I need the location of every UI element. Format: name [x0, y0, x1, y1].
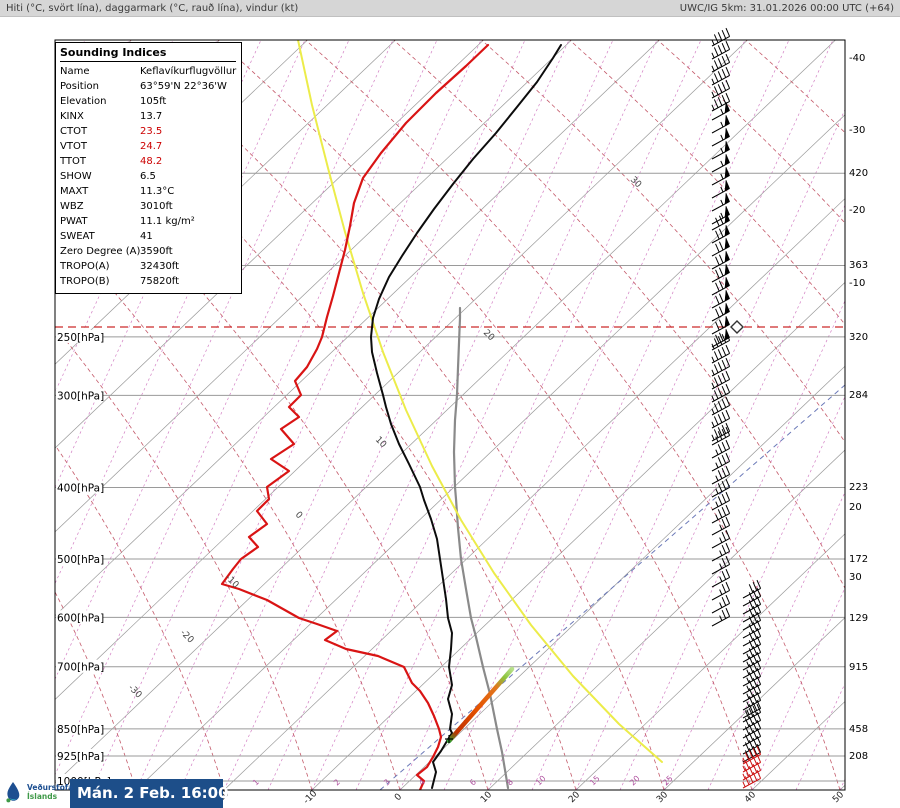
right-axis-label: 172 [849, 554, 868, 565]
right-axis-label: 363 [849, 260, 868, 271]
right-axis-label: 20 [849, 502, 862, 513]
indices-row: TROPO(A) 32430ft [60, 261, 180, 272]
indices-row: SHOW 6.5 [60, 171, 156, 182]
right-axis-label: 458 [849, 724, 868, 735]
right-axis-label: 208 [849, 751, 868, 762]
model-run-text: UWC/IG 5km: 31.01.2026 00:00 UTC (+64) [679, 2, 894, 14]
indices-row: TROPO(B) 75820ft [60, 276, 180, 287]
dry-adiabat-label: 20 [481, 328, 496, 343]
mixing-ratio-label: 20 [628, 774, 642, 788]
pressure-axis-label: 700[hPa] [57, 662, 104, 674]
indices-row: PWAT 11.1 kg/m² [60, 216, 195, 227]
right-axis-label: 420 [849, 168, 868, 179]
logo-text-1: Veðurstofa [27, 783, 74, 793]
indices-row: Name Keflavíkurflugvöllur [60, 66, 237, 77]
pressure-axis-label: 300[hPa] [57, 390, 104, 402]
dry-adiabat-label: -20 [178, 628, 196, 646]
top-bar: Hiti (°C, svört lína), daggarmark (°C, r… [0, 0, 900, 17]
right-axis-label: 915 [849, 662, 868, 673]
pressure-axis-label: 250[hPa] [57, 332, 104, 344]
indices-row: TTOT 48.2 [60, 156, 163, 167]
dewpoint-curve [220, 43, 490, 790]
mixing-ratio-label: 4 [417, 777, 427, 787]
right-axis-label: -10 [849, 278, 865, 289]
indices-row: VTOT 24.7 [60, 141, 163, 152]
indices-row: Position 63°59'N 22°36'W [60, 81, 227, 92]
mixing-ratio-label: 15 [588, 774, 602, 788]
dry-adiabat-label: -30 [126, 683, 144, 701]
indices-rows: Name Keflavíkurflugvöllur Position 63°59'N … [60, 64, 236, 289]
vedurstofa-logo-text: Veðurstofa Íslands [27, 784, 73, 801]
temperature-curve [370, 44, 562, 789]
dry-adiabat-label: 30 [628, 175, 643, 190]
right-axis-label: -30 [849, 125, 865, 136]
dry-adiabat-label: 0 [293, 510, 304, 521]
mixing-ratio-label: 25 [661, 774, 675, 788]
temperature-axis-label: 20 [567, 790, 582, 805]
timestamp-badge: Mán. 2 Feb. 16:00 [70, 779, 229, 808]
pressure-axis-label: 400[hPa] [57, 482, 104, 494]
mixing-ratio-label: 10 [534, 774, 548, 788]
mixing-ratio-label: 2 [332, 777, 342, 787]
mixing-ratio-label: 8 [505, 777, 515, 787]
mixing-ratio-label: 1 [251, 777, 261, 787]
temperature-axis-label: -10 [302, 789, 320, 807]
right-axis-label: -40 [849, 53, 865, 64]
indices-row: KINX 13.7 [60, 111, 163, 122]
parcel-ascent-segment [446, 666, 515, 744]
right-axis-label: 320 [849, 332, 868, 343]
plot-frame [54, 39, 846, 791]
chart-legend-text: Hiti (°C, svört lína), daggarmark (°C, r… [6, 2, 299, 14]
indices-row: WBZ 3010ft [60, 201, 173, 212]
right-axis-label: -20 [849, 205, 865, 216]
right-axis-label: 30 [849, 572, 862, 583]
sounding-indices-panel: Sounding Indices Name Keflavíkurflugvöllu… [55, 42, 243, 294]
mixing-ratio-label: 6 [468, 777, 478, 787]
mixing-ratio-label: 3 [382, 777, 392, 787]
standard-atmosphere-curve [452, 306, 510, 790]
pressure-axis-label: 925[hPa] [57, 751, 104, 763]
temperature-axis-label: 0 [393, 792, 404, 803]
vedurstofa-logo: Veðurstofa Íslands [2, 781, 73, 805]
right-axis-label: 223 [849, 482, 868, 493]
tropopause-line [55, 320, 845, 334]
wind-barb-column-2 [742, 579, 762, 789]
tropopause-diamond-icon [730, 320, 744, 334]
right-axis-label: 284 [849, 390, 868, 401]
sounding-curves [220, 40, 663, 790]
wind-barb-column-1 [711, 27, 731, 627]
temperature-axis-label: 10 [479, 790, 494, 805]
pressure-axis-label: 500[hPa] [57, 554, 104, 566]
indices-row: MAXT 11.3°C [60, 186, 175, 197]
logo-text-2: Íslands [27, 792, 58, 801]
pressure-axis-label: 600[hPa] [57, 612, 104, 624]
indices-row: CTOT 23.5 [60, 126, 163, 137]
temperature-axis-label: 40 [743, 790, 758, 805]
indices-row: SWEAT 41 [60, 231, 153, 242]
temperature-axis-label: 30 [655, 790, 670, 805]
yellow-reference-curve [297, 40, 663, 763]
temperature-axis-label: 50 [831, 790, 846, 805]
indices-title: Sounding Indices [60, 45, 237, 62]
indices-row: Elevation 105ft [60, 96, 167, 107]
pressure-axis-label: 850[hPa] [57, 724, 104, 736]
right-axis-label: 129 [849, 613, 868, 624]
vedurstofa-logo-icon [6, 782, 20, 803]
indices-row: Zero Degree (A) 3590ft [60, 246, 173, 257]
